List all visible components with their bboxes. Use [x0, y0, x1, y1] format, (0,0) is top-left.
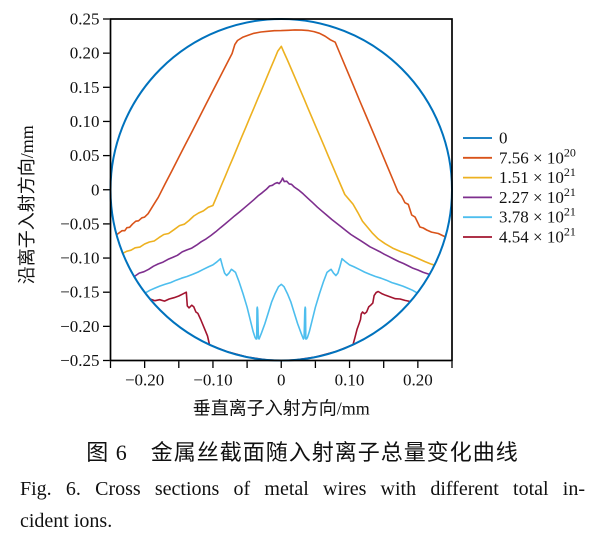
legend-label-5: 4.54 × 1021: [499, 225, 576, 247]
series-dose-3.78e21: [144, 257, 418, 340]
x-tick-label: 0.10: [335, 371, 365, 390]
y-tick-label: −0.20: [60, 317, 99, 336]
legend-label-1: 7.56 × 1020: [499, 145, 576, 167]
figure-caption: 图 6 金属丝截面随入射离子总量变化曲线 Fig. 6. Cross secti…: [20, 440, 585, 533]
legend-label-2: 1.51 × 1021: [499, 165, 576, 187]
x-tick-label: 0.20: [403, 371, 433, 390]
y-tick-label: −0.05: [60, 214, 99, 233]
cross-section-chart: −0.20 −0.10 0 0.10 0.20 −0.25 −0.20 −0.15 −0.10 −…: [17, 10, 576, 419]
legend-label-4: 3.78 × 1021: [499, 205, 576, 227]
y-tick-label: 0.20: [70, 44, 100, 63]
y-tick-label: −0.10: [60, 249, 99, 268]
y-tick-label: −0.25: [60, 351, 99, 370]
x-tick-label: 0: [277, 371, 286, 390]
legend-label-0: 0: [499, 129, 508, 148]
y-tick-label: 0.25: [70, 10, 100, 29]
x-axis-title: 垂直离子入射方向/mm: [193, 399, 370, 419]
y-tick-label: 0.10: [70, 112, 100, 131]
caption-en-line1: Fig. 6. Cross sections of metal wires wi…: [20, 478, 585, 501]
x-tick-label: −0.20: [125, 371, 164, 390]
y-tick-label: −0.15: [60, 283, 99, 302]
y-tick-label: 0.05: [70, 146, 100, 165]
plot-box: [109, 18, 453, 362]
caption-en-line2: cident ions.: [20, 510, 113, 533]
series-dose-7.56e20: [116, 29, 446, 238]
caption-zh: 图 6 金属丝截面随入射离子总量变化曲线: [86, 440, 519, 465]
series-dose-2.27e21: [133, 177, 430, 278]
series-dose-4.54e21: [149, 290, 410, 362]
legend-label-3: 2.27 × 1021: [499, 185, 576, 207]
series-dose-1.51e21: [122, 45, 435, 266]
x-tick-label: −0.10: [193, 371, 232, 390]
y-tick-label: 0.15: [70, 78, 100, 97]
y-axis-title: 沿离子入射方向/mm: [17, 125, 37, 284]
y-tick-label: 0: [91, 180, 100, 199]
